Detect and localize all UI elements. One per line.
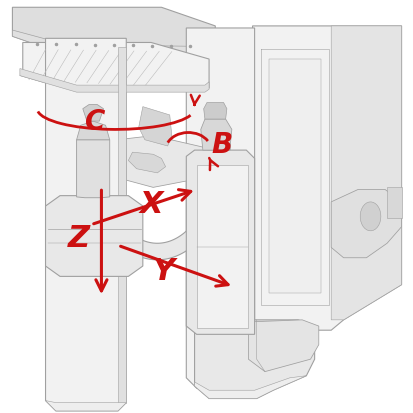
Text: B: B: [210, 131, 232, 159]
Polygon shape: [83, 105, 103, 122]
Polygon shape: [23, 43, 209, 89]
Polygon shape: [196, 165, 248, 328]
Text: Z: Z: [67, 223, 90, 252]
Polygon shape: [138, 107, 171, 147]
Polygon shape: [330, 27, 401, 320]
Polygon shape: [85, 145, 99, 153]
Polygon shape: [118, 47, 126, 403]
Polygon shape: [186, 151, 254, 335]
Polygon shape: [128, 153, 165, 173]
Polygon shape: [359, 202, 380, 231]
Polygon shape: [215, 145, 229, 153]
Polygon shape: [186, 29, 254, 388]
Polygon shape: [76, 122, 109, 140]
Polygon shape: [200, 120, 231, 151]
Polygon shape: [45, 39, 126, 411]
Polygon shape: [12, 8, 215, 56]
Polygon shape: [194, 376, 306, 399]
Polygon shape: [45, 401, 126, 411]
Polygon shape: [330, 190, 401, 258]
Polygon shape: [252, 27, 401, 330]
Polygon shape: [386, 188, 401, 219]
Polygon shape: [12, 31, 215, 56]
Polygon shape: [268, 60, 320, 293]
Polygon shape: [91, 136, 215, 188]
Polygon shape: [248, 320, 318, 372]
Text: X: X: [139, 190, 162, 219]
Polygon shape: [20, 72, 209, 93]
Polygon shape: [45, 196, 142, 277]
Polygon shape: [194, 320, 314, 399]
Polygon shape: [76, 140, 109, 198]
Polygon shape: [203, 103, 226, 120]
Polygon shape: [86, 169, 228, 260]
Polygon shape: [20, 69, 209, 93]
Text: Y: Y: [152, 256, 174, 285]
Text: C: C: [85, 108, 105, 136]
